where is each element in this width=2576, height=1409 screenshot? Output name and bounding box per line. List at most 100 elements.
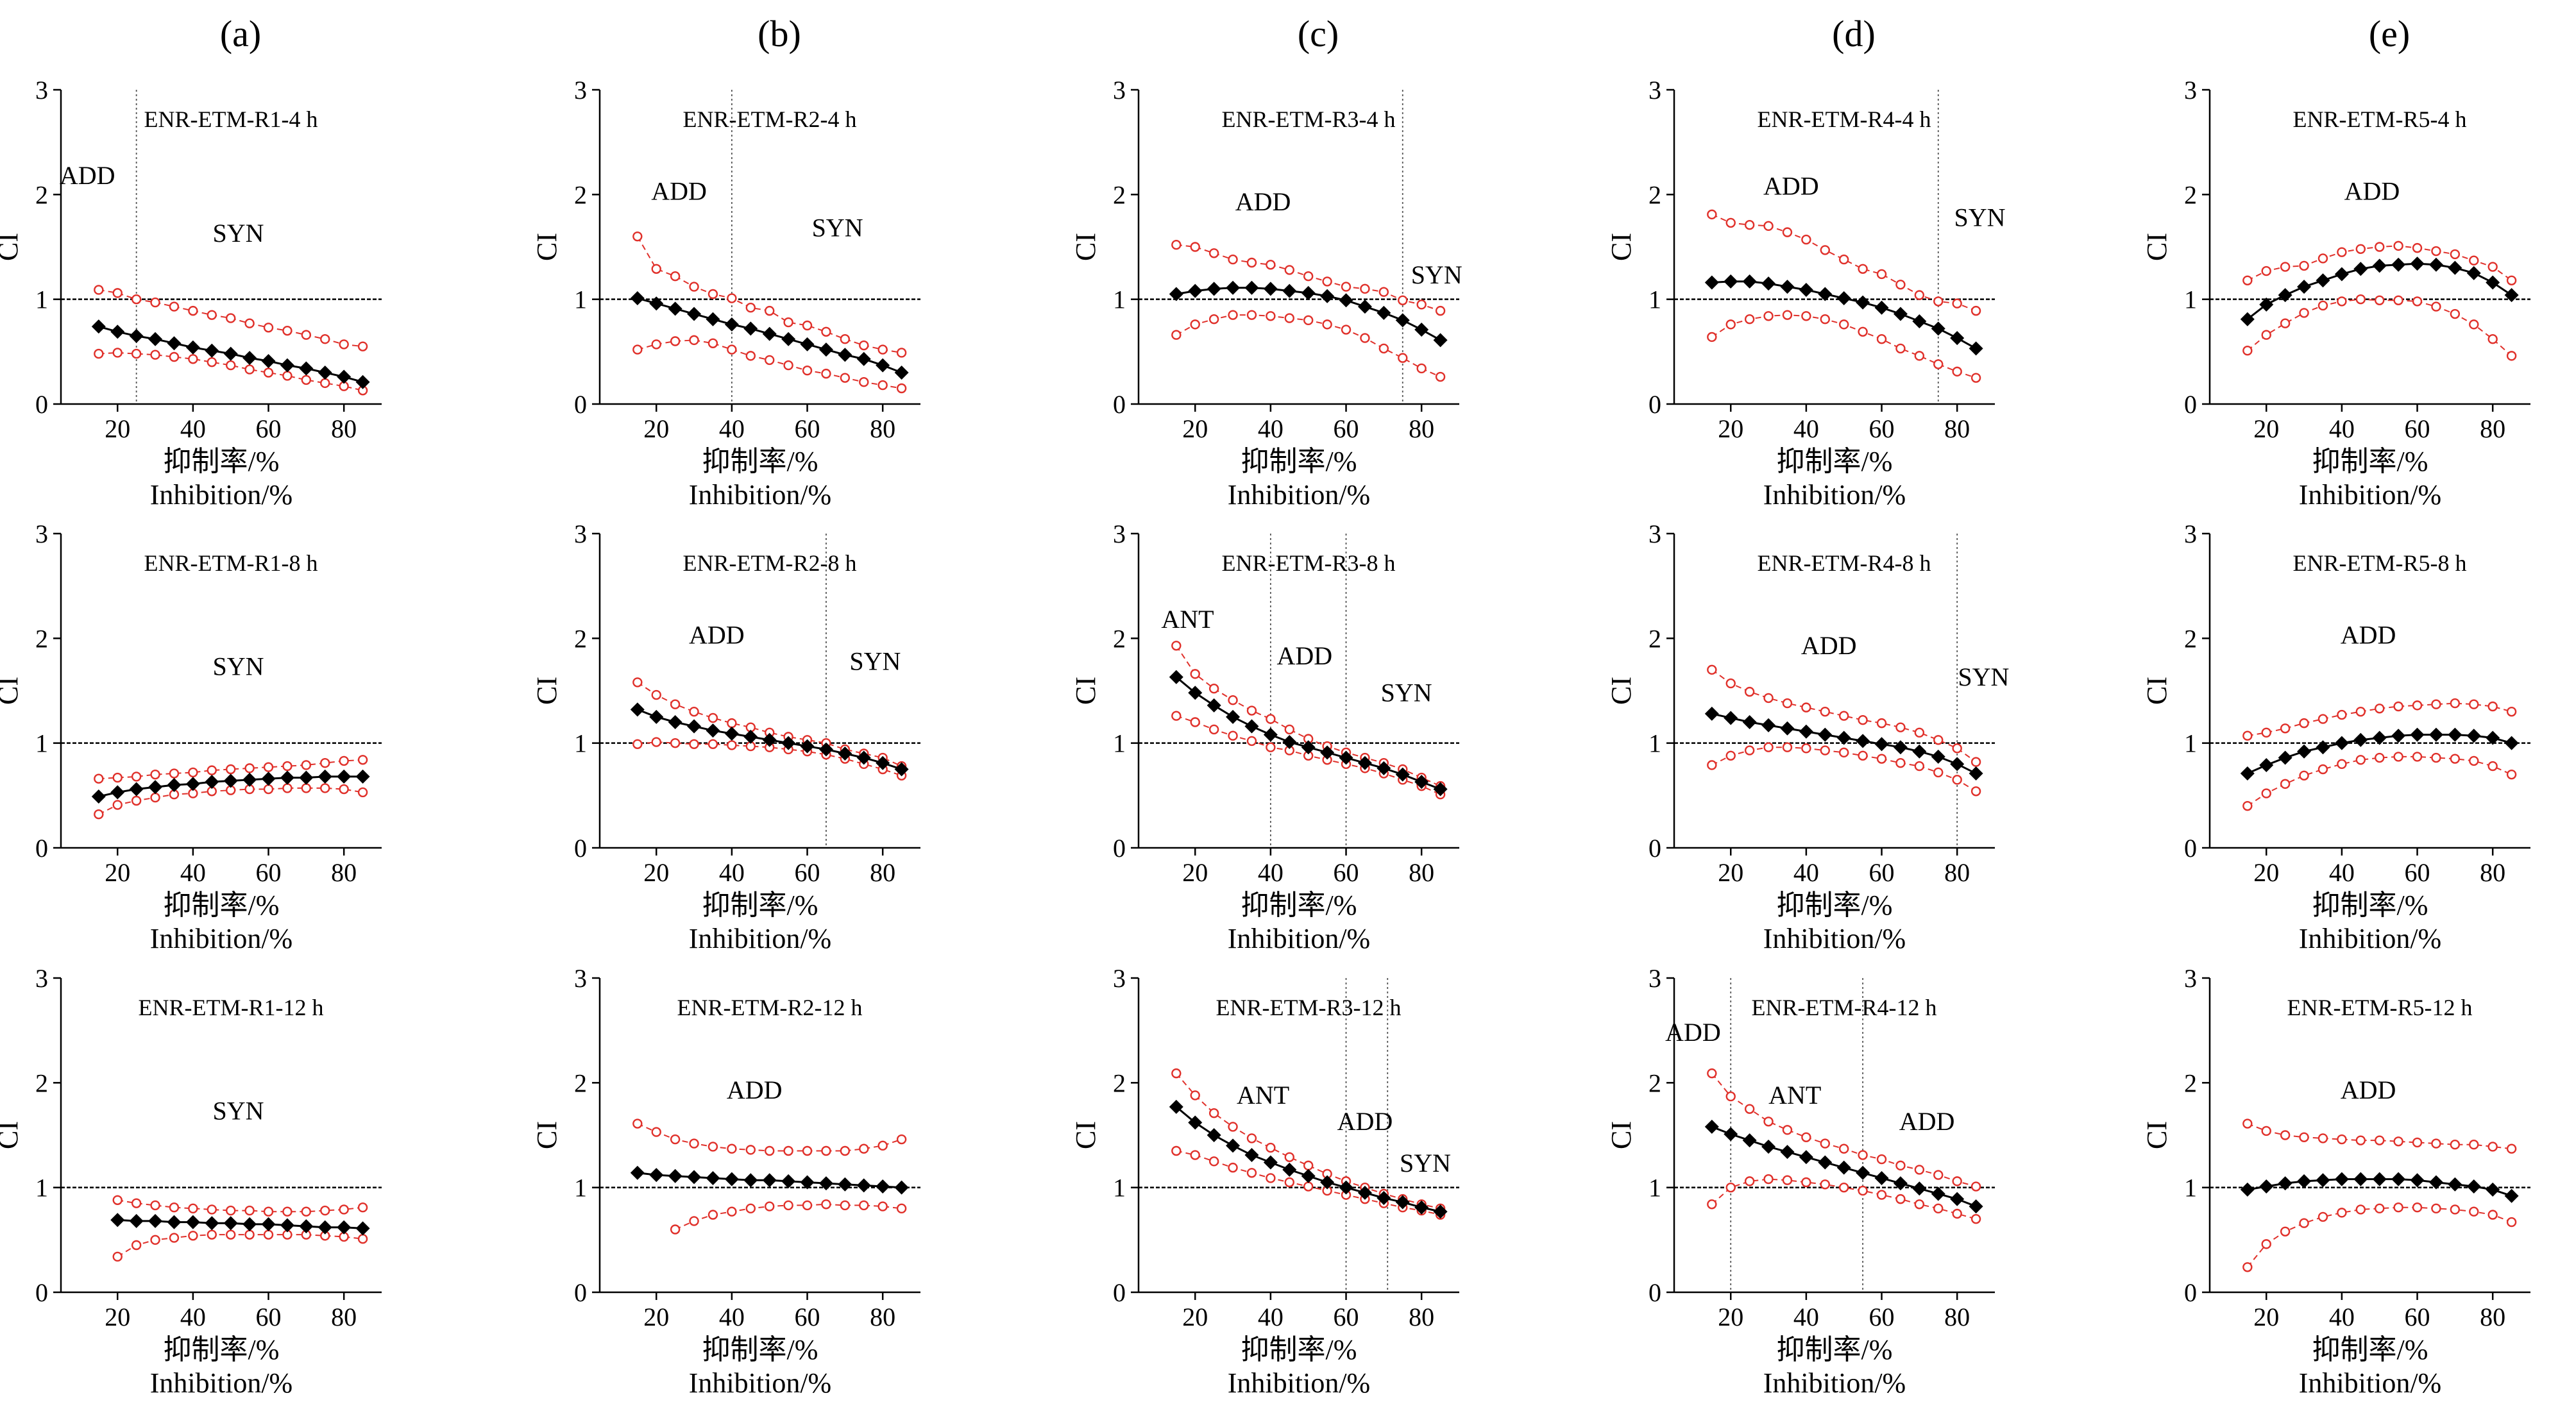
x-tick-label: 40: [180, 858, 206, 887]
upper-bound-line: [98, 759, 363, 780]
lower-bound-point: [1284, 313, 1294, 323]
x-tick-label: 20: [105, 858, 130, 887]
upper-bound-point: [2431, 699, 2441, 709]
x-tick-label: 60: [1334, 1303, 1359, 1331]
lower-bound-point: [896, 383, 907, 394]
upper-bound-point: [94, 773, 104, 784]
upper-bound-point: [320, 1205, 330, 1216]
lower-bound-point: [1952, 366, 1962, 377]
lower-bound-point: [1171, 711, 1182, 721]
ci-point: [1357, 1185, 1372, 1200]
x-tick-label: 20: [1718, 1303, 1743, 1331]
upper-bound-point: [670, 271, 681, 282]
lower-bound-point: [877, 380, 888, 391]
y-axis-label: CI: [1606, 1121, 1637, 1149]
upper-bound-point: [207, 765, 217, 775]
lower-bound-point: [131, 1240, 142, 1251]
ci-point: [876, 358, 890, 373]
upper-bound-point: [2280, 723, 2291, 734]
lower-bound-point: [112, 800, 123, 810]
upper-bound-point: [1876, 1154, 1887, 1165]
upper-bound-point: [263, 1206, 274, 1217]
ci-point: [148, 780, 163, 795]
y-tick-label: 3: [574, 76, 587, 105]
panel-title: ENR-ETM-R1-12 h: [139, 995, 324, 1020]
upper-bound-point: [840, 334, 851, 344]
upper-bound-point: [1820, 1138, 1830, 1149]
ci-point: [724, 1172, 739, 1186]
lower-bound-point: [1895, 757, 1906, 768]
upper-bound-point: [2355, 1135, 2366, 1145]
panel-title: ENR-ETM-R3-4 h: [1222, 106, 1396, 132]
lower-bound-point: [320, 378, 330, 389]
panel-title: ENR-ETM-R5-12 h: [2287, 995, 2473, 1020]
x-tick-label: 20: [643, 858, 669, 887]
upper-bound-point: [2469, 255, 2479, 266]
upper-bound-point: [1763, 221, 1774, 232]
upper-bound-point: [339, 339, 349, 350]
lower-bound-point: [2337, 1208, 2347, 1218]
lower-bound-point: [1876, 334, 1887, 344]
ci-point: [1893, 307, 1908, 321]
x-tick-label: 80: [870, 858, 895, 887]
ci-point: [894, 762, 909, 777]
lower-bound-point: [1707, 1199, 1717, 1210]
upper-bound-point: [1820, 245, 1830, 255]
lower-bound-point: [1398, 353, 1408, 363]
upper-bound-point: [1246, 1133, 1257, 1143]
panel-title: ENR-ETM-R5-4 h: [2293, 106, 2467, 132]
upper-bound-point: [2450, 698, 2461, 709]
upper-bound-point: [357, 341, 368, 351]
ci-point: [800, 1175, 815, 1190]
ci-point: [1724, 274, 1738, 289]
ci-point: [110, 785, 125, 800]
ci-point: [1282, 283, 1297, 298]
upper-bound-point: [2280, 1130, 2291, 1140]
upper-bound-point: [1820, 706, 1830, 717]
upper-bound-point: [226, 1205, 236, 1216]
ci-point: [1742, 274, 1757, 289]
x-tick-label: 60: [1334, 858, 1359, 887]
x-tick-label: 60: [1869, 414, 1895, 443]
lower-bound-point: [1303, 1181, 1314, 1192]
upper-bound-point: [2431, 1138, 2441, 1149]
x-axis-label-cn: 抑制率/%: [2312, 890, 2428, 921]
ci-point: [1912, 1181, 1927, 1196]
upper-bound-point: [150, 769, 160, 780]
upper-bound-point: [1839, 711, 1849, 721]
x-tick-label: 20: [1182, 858, 1208, 887]
y-tick-label: 3: [1648, 964, 1661, 993]
x-axis-label-en: Inhibition/%: [150, 923, 292, 954]
ci-point: [110, 1213, 125, 1228]
x-tick-label: 60: [256, 1303, 282, 1331]
upper-bound-point: [1246, 705, 1257, 716]
y-axis-label: CI: [1606, 233, 1637, 261]
upper-bound-point: [1707, 1068, 1717, 1079]
ci-point: [2259, 297, 2274, 312]
x-axis-label-cn: 抑制率/%: [702, 446, 818, 477]
lower-bound-point: [2261, 788, 2271, 798]
upper-bound-point: [1228, 695, 1238, 705]
ci-point: [1704, 706, 1719, 721]
panel-title: ENR-ETM-R2-8 h: [683, 550, 857, 576]
lower-bound-point: [2337, 759, 2347, 770]
x-axis-label-cn: 抑制率/%: [1241, 890, 1357, 921]
lower-bound-point: [282, 371, 292, 381]
upper-bound-point: [1952, 1176, 1962, 1186]
lower-bound-point: [689, 335, 699, 346]
upper-bound-point: [1284, 724, 1294, 735]
ci-point: [1169, 670, 1183, 684]
upper-bound-point: [1303, 1160, 1314, 1171]
ci-point: [2504, 736, 2519, 750]
upper-bound-point: [896, 348, 907, 358]
lower-bound-point: [1416, 363, 1427, 374]
ci-point: [1263, 727, 1278, 742]
y-tick-label: 1: [35, 285, 48, 314]
x-axis-label-en: Inhibition/%: [1228, 479, 1370, 510]
upper-bound-point: [1378, 287, 1389, 297]
y-tick-label: 3: [574, 964, 587, 993]
panel-title: ENR-ETM-R1-8 h: [144, 550, 318, 576]
upper-bound-point: [1416, 300, 1427, 310]
lower-bound-point: [2506, 351, 2517, 361]
